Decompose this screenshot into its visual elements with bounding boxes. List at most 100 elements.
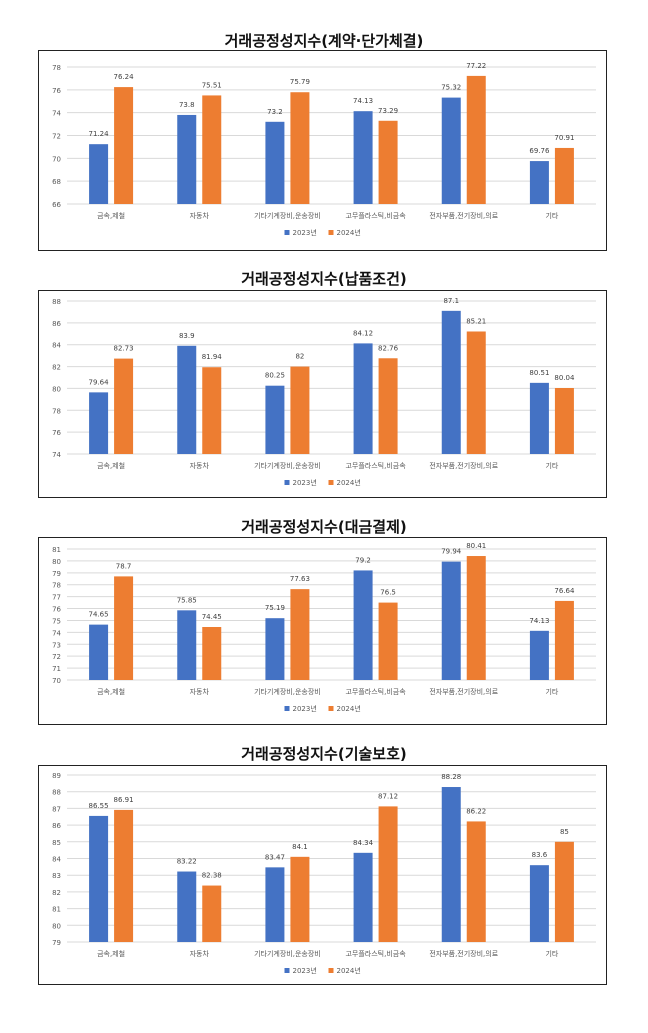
bar-chart-tech-protection: 79 80 81 82 83 84 85 86 87 88 89 86.55 86.91 금속,제철 83.… <box>52 772 596 975</box>
legend-swatch <box>328 706 334 711</box>
x-category-label: 전자부품,전기장비,의료 <box>429 687 498 696</box>
x-category-label: 자동차 <box>190 211 210 220</box>
data-label: 88.28 <box>441 773 461 781</box>
x-category-label: 기타 <box>545 687 558 696</box>
data-label: 75.85 <box>177 596 197 604</box>
bar-2024 <box>466 331 486 454</box>
data-label: 78.7 <box>116 562 132 570</box>
bar-2024 <box>290 856 310 942</box>
data-label: 75.79 <box>290 78 310 86</box>
y-tick-label: 79 <box>52 570 61 578</box>
x-category-label: 기타기계장비,운송장비 <box>254 211 321 220</box>
bar-2024 <box>290 589 310 680</box>
data-label: 70.91 <box>554 134 574 142</box>
y-tick-label: 78 <box>52 582 61 590</box>
bar-2024 <box>290 366 310 454</box>
bar-2023 <box>89 815 109 942</box>
y-tick-label: 86 <box>52 320 61 328</box>
bar-chart-payment: 70 71 72 73 74 75 76 77 78 79 80 81 74.65 78.7 금속,제철 75… <box>52 542 596 713</box>
data-label: 86.91 <box>114 796 134 804</box>
data-label: 82.73 <box>114 345 134 353</box>
x-category-label: 기타 <box>545 949 558 958</box>
data-label: 75.32 <box>441 84 461 92</box>
data-label: 84.1 <box>292 843 308 851</box>
x-category-label: 전자부품,전기장비,의료 <box>429 211 498 220</box>
y-tick-label: 79 <box>52 939 61 947</box>
data-label: 76.24 <box>114 73 135 81</box>
bar-2023 <box>177 610 197 680</box>
legend-label: 2024년 <box>337 478 361 487</box>
y-tick-label: 78 <box>52 64 61 72</box>
bar-2023 <box>265 867 285 942</box>
bar-2024 <box>114 576 134 680</box>
chart-title-tech-protection: 거래공정성지수(기술보호) <box>241 745 407 763</box>
x-category-label: 전자부품,전기장비,의료 <box>429 949 498 958</box>
data-label: 87.12 <box>378 792 398 800</box>
data-label: 85 <box>560 828 569 836</box>
y-tick-label: 68 <box>52 178 61 186</box>
y-tick-label: 81 <box>52 906 61 914</box>
bar-2023 <box>89 144 109 204</box>
data-label: 83.22 <box>177 858 197 866</box>
bar-2023 <box>529 630 549 680</box>
y-tick-label: 88 <box>52 789 61 797</box>
legend-label: 2023년 <box>293 704 317 713</box>
x-category-label: 자동차 <box>190 461 210 470</box>
legend-swatch <box>328 230 334 235</box>
x-category-label: 금속,제철 <box>97 211 125 220</box>
chart-title-contract: 거래공정성지수(계약·단가체결) <box>224 32 424 50</box>
y-tick-label: 84 <box>52 342 61 350</box>
y-tick-label: 86 <box>52 822 61 830</box>
bar-chart-contract: 66 68 70 72 74 76 78 71.24 76.24 금속,제철 73.8 75.51 자동… <box>52 62 596 237</box>
y-tick-label: 88 <box>52 298 61 306</box>
data-label: 84.34 <box>353 839 374 847</box>
bar-2024 <box>466 75 486 204</box>
y-tick-label: 77 <box>52 594 61 602</box>
y-tick-label: 66 <box>52 201 61 209</box>
bar-2024 <box>554 147 574 204</box>
bar-2024 <box>466 821 486 942</box>
y-tick-label: 74 <box>52 629 61 637</box>
bar-2023 <box>89 624 109 680</box>
bar-2023 <box>265 385 285 454</box>
legend-label: 2023년 <box>293 966 317 975</box>
data-label: 85.21 <box>466 317 486 325</box>
y-tick-label: 84 <box>52 856 61 864</box>
y-tick-label: 74 <box>52 110 61 118</box>
data-label: 76.5 <box>380 589 396 597</box>
y-tick-label: 76 <box>52 87 61 95</box>
data-label: 79.64 <box>89 378 110 386</box>
data-label: 87.1 <box>443 297 459 305</box>
bar-2023 <box>177 114 197 204</box>
bar-2024 <box>114 358 134 454</box>
y-tick-label: 76 <box>52 606 61 614</box>
bar-2023 <box>441 787 461 942</box>
x-category-label: 고무플라스틱,비금속 <box>345 211 406 220</box>
bar-2024 <box>202 367 222 454</box>
bar-2024 <box>114 87 134 204</box>
bar-2024 <box>378 120 398 204</box>
bar-2023 <box>89 392 109 454</box>
data-label: 83.6 <box>532 851 548 859</box>
y-tick-label: 80 <box>52 922 61 930</box>
y-tick-label: 87 <box>52 805 61 813</box>
bar-2024 <box>378 602 398 680</box>
data-label: 82 <box>295 353 304 361</box>
bar-2023 <box>353 343 373 454</box>
data-label: 84.12 <box>353 329 373 337</box>
chart-title-payment: 거래공정성지수(대금결제) <box>241 518 407 536</box>
data-label: 86.22 <box>466 807 486 815</box>
x-category-label: 전자부품,전기장비,의료 <box>429 461 498 470</box>
chart-frame-contract: 66 68 70 72 74 76 78 71.24 76.24 금속,제철 73.8 75.51 자동… <box>38 50 607 251</box>
data-label: 73.2 <box>267 108 283 116</box>
x-category-label: 고무플라스틱,비금속 <box>345 461 406 470</box>
x-category-label: 기타기계장비,운송장비 <box>254 461 321 470</box>
data-label: 81.94 <box>202 353 223 361</box>
bar-2024 <box>202 885 222 942</box>
data-label: 76.64 <box>554 587 575 595</box>
bar-2024 <box>466 556 486 680</box>
x-category-label: 기타 <box>545 461 558 470</box>
y-tick-label: 72 <box>52 133 61 141</box>
legend-swatch <box>328 480 334 485</box>
y-tick-label: 72 <box>52 653 61 661</box>
